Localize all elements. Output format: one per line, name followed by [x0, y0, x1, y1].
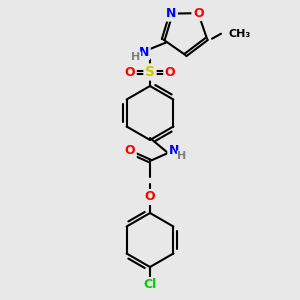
Text: H: H — [177, 151, 187, 161]
Text: N: N — [139, 46, 149, 59]
Text: N: N — [169, 145, 179, 158]
Text: O: O — [145, 190, 155, 203]
Text: H: H — [131, 52, 141, 62]
Text: S: S — [145, 65, 155, 79]
Text: N: N — [166, 7, 176, 20]
Text: O: O — [193, 7, 203, 20]
Text: Cl: Cl — [143, 278, 157, 292]
Text: O: O — [125, 65, 135, 79]
Text: O: O — [165, 65, 175, 79]
Text: O: O — [125, 145, 135, 158]
Text: CH₃: CH₃ — [229, 29, 251, 39]
